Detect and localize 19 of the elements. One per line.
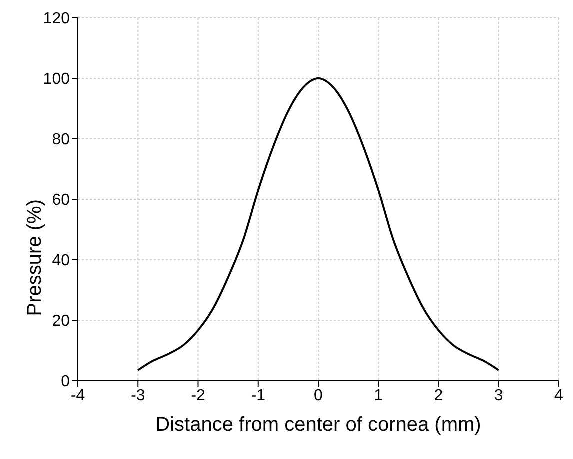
y-tick-label: 20 bbox=[52, 313, 70, 330]
y-axis-title: Pressure (%) bbox=[24, 200, 46, 316]
x-tick-label: -1 bbox=[251, 387, 266, 404]
x-tick-label: -3 bbox=[131, 387, 146, 404]
x-tick-label: 1 bbox=[374, 387, 384, 404]
y-tick-label: 60 bbox=[52, 192, 70, 210]
x-tick-label: 0 bbox=[314, 387, 324, 404]
y-tick-label: 80 bbox=[52, 132, 70, 149]
x-tick-label: 4 bbox=[554, 387, 564, 404]
x-tick-label: -4 bbox=[70, 387, 86, 404]
x-tick-label: -2 bbox=[191, 387, 206, 404]
y-tick-label: 120 bbox=[43, 10, 70, 28]
x-tick-label: 2 bbox=[434, 387, 444, 404]
y-tick-label: 0 bbox=[61, 374, 70, 391]
x-tick-label: 3 bbox=[494, 387, 504, 404]
line-series bbox=[137, 78, 500, 372]
y-tick-label: 100 bbox=[43, 71, 70, 88]
y-tick-label: 40 bbox=[52, 252, 70, 270]
x-axis-title: Distance from center of cornea (mm) bbox=[156, 414, 482, 436]
